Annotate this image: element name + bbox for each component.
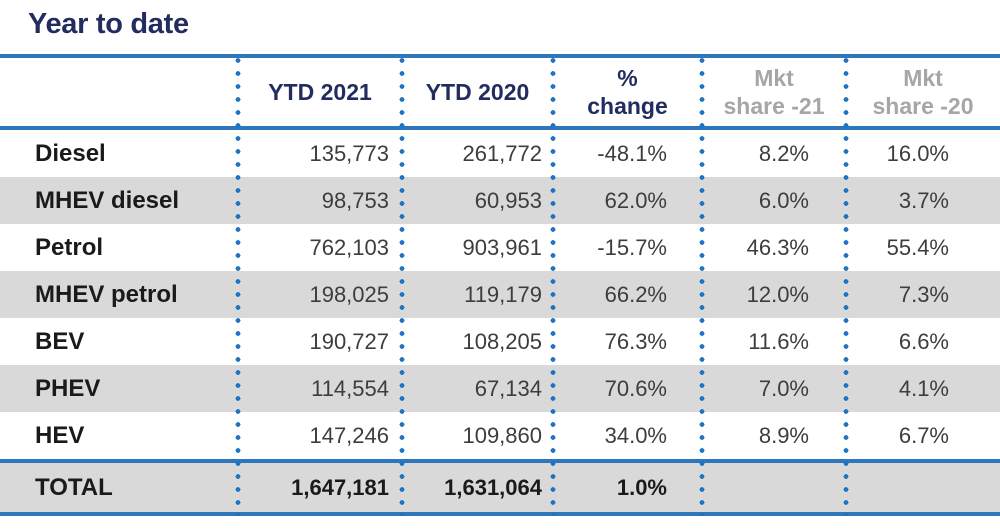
ytd-2021-value: 114,554 <box>311 375 389 401</box>
col-header-ytd-2021: YTD 2021 <box>268 79 372 105</box>
mkt-share-20-line2: share -20 <box>872 93 974 119</box>
row-label: Diesel <box>35 139 106 167</box>
mkt-share-21-line2: share -21 <box>723 93 825 119</box>
table-row-diesel: Diesel 135,773 261,772 -48.1% 8.2% 16.0% <box>0 130 1000 177</box>
total-ytd-2021-value: 1,647,181 <box>291 474 389 500</box>
table-row-mhev-diesel: MHEV diesel 98,753 60,953 62.0% 6.0% 3.7… <box>0 177 1000 224</box>
ytd-2020-value: 108,205 <box>462 328 542 354</box>
row-label: MHEV diesel <box>35 186 180 214</box>
mkt-share-21-line1: Mkt <box>754 65 794 91</box>
mkt-share-21-value: 8.2% <box>758 140 809 166</box>
pct-change-line2: change <box>587 93 668 119</box>
mkt-share-21-value: 7.0% <box>758 375 809 401</box>
row-label: BEV <box>35 327 85 355</box>
mkt-share-20-value: 7.3% <box>898 281 949 307</box>
table-bottom-rule <box>0 512 1000 516</box>
pct-change-value: -48.1% <box>597 140 667 166</box>
total-top-rule <box>0 459 1000 463</box>
mkt-share-21-value: 46.3% <box>746 234 809 260</box>
mkt-share-21-value: 12.0% <box>746 281 809 307</box>
table-body: YTD 2021 YTD 2020 % change Mkt share -21… <box>0 54 1000 516</box>
total-ytd-2020-value: 1,631,064 <box>444 474 542 500</box>
table-row-bev: BEV 190,727 108,205 76.3% 11.6% 6.6% <box>0 318 1000 365</box>
ytd-2020-value: 903,961 <box>462 234 542 260</box>
table-row-hev: HEV 147,246 109,860 34.0% 8.9% 6.7% <box>0 412 1000 459</box>
table-row-mhev-petrol: MHEV petrol 198,025 119,179 66.2% 12.0% … <box>0 271 1000 318</box>
col-header-mkt-share-20: Mkt share -20 <box>846 58 1000 126</box>
total-label: TOTAL <box>35 473 113 501</box>
ytd-2020-value: 119,179 <box>464 281 542 307</box>
mkt-share-20-value: 6.7% <box>898 422 949 448</box>
pct-change-value: 76.3% <box>604 328 667 354</box>
column-separator-dotted <box>235 54 241 516</box>
pct-change-value: 62.0% <box>604 187 667 213</box>
pct-change-value: 34.0% <box>604 422 667 448</box>
corner-blank-cell <box>0 58 238 126</box>
ytd-registrations-table: YTD 2021 YTD 2020 % change Mkt share -21… <box>0 54 1000 516</box>
row-label: HEV <box>35 421 85 449</box>
mkt-share-21-value: 8.9% <box>758 422 809 448</box>
col-header-ytd-2020: YTD 2020 <box>425 79 530 105</box>
pct-change-line1: % <box>617 65 638 91</box>
pct-change-value: 70.6% <box>604 375 667 401</box>
ytd-2020-value: 261,772 <box>462 140 542 166</box>
header-bottom-rule <box>0 126 1000 130</box>
ytd-2020-value: 109,860 <box>462 422 542 448</box>
ytd-2021-value: 147,246 <box>309 422 389 448</box>
table-row-phev: PHEV 114,554 67,134 70.6% 7.0% 4.1% <box>0 365 1000 412</box>
ytd-2020-value: 67,134 <box>474 375 542 401</box>
total-mkt-share-20-value <box>846 463 1000 512</box>
mkt-share-20-value: 3.7% <box>898 187 949 213</box>
mkt-share-21-value: 11.6% <box>748 328 809 354</box>
mkt-share-20-value: 55.4% <box>886 234 949 260</box>
ytd-2020-value: 60,953 <box>474 187 542 213</box>
mkt-share-20-line1: Mkt <box>903 65 943 91</box>
table-header-row: YTD 2021 YTD 2020 % change Mkt share -21… <box>0 58 1000 126</box>
ytd-2021-value: 762,103 <box>309 234 389 260</box>
mkt-share-20-value: 16.0% <box>886 140 949 166</box>
table-row-petrol: Petrol 762,103 903,961 -15.7% 46.3% 55.4… <box>0 224 1000 271</box>
column-separator-dotted <box>699 54 705 516</box>
row-label: PHEV <box>35 374 101 402</box>
col-header-pct-change: % change <box>553 58 702 126</box>
ytd-2021-value: 135,773 <box>309 140 389 166</box>
column-separator-dotted <box>550 54 556 516</box>
total-pct-change-value: 1.0% <box>616 474 667 500</box>
total-mkt-share-21-value <box>702 463 846 512</box>
page-title: Year to date <box>28 8 189 40</box>
row-label: Petrol <box>35 233 104 261</box>
ytd-2021-value: 98,753 <box>321 187 389 213</box>
ytd-2021-value: 190,727 <box>309 328 389 354</box>
row-label: MHEV petrol <box>35 280 178 308</box>
mkt-share-21-value: 6.0% <box>758 187 809 213</box>
column-separator-dotted <box>843 54 849 516</box>
pct-change-value: -15.7% <box>597 234 667 260</box>
ytd-2021-value: 198,025 <box>309 281 389 307</box>
mkt-share-20-value: 4.1% <box>898 375 949 401</box>
col-header-mkt-share-21: Mkt share -21 <box>702 58 846 126</box>
table-row-total: TOTAL 1,647,181 1,631,064 1.0% <box>0 463 1000 512</box>
column-separator-dotted <box>399 54 405 516</box>
mkt-share-20-value: 6.6% <box>898 328 949 354</box>
table-top-rule <box>0 54 1000 58</box>
pct-change-value: 66.2% <box>604 281 667 307</box>
